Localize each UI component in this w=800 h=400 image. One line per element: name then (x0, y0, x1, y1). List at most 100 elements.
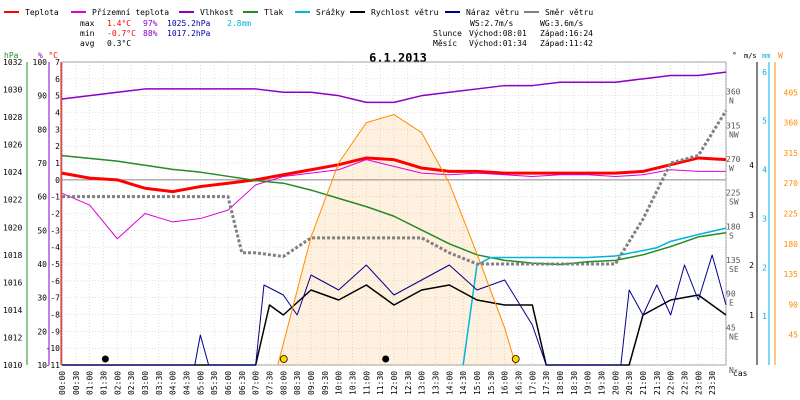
tick-label-hpa: 1024 (3, 168, 22, 177)
x-tick-label: 07:30 (266, 371, 275, 395)
tick-label-percent: 90 (37, 92, 47, 101)
x-axis-label: čas (733, 368, 748, 378)
x-tick-label: 04:00 (169, 371, 178, 395)
x-tick-label: 23:30 (708, 371, 717, 395)
tick-label-percent: 20 (37, 327, 47, 336)
tick-label-direction-compass: NW (729, 130, 739, 139)
axis-label-ms: m/s (744, 52, 757, 60)
tick-label-percent: 80 (37, 125, 47, 134)
stat-label: max (80, 19, 95, 28)
tick-label-direction-degree: 90 (726, 290, 736, 299)
series-line-solar-radiation (277, 114, 517, 366)
tick-label-direction-compass: SE (729, 265, 739, 274)
x-tick-label: 01:00 (86, 371, 95, 395)
x-axis: 00:00 00:30 01:00 01:30 02:00 02:30 03:00 03:30… (58, 368, 748, 395)
sun-marker-icon (511, 355, 520, 363)
stat-moon-label: Měsíc (433, 39, 457, 48)
x-tick-label: 15:00 (473, 371, 482, 395)
axis-label-mm: mm (762, 52, 770, 60)
tick-label-celsius: 7 (55, 58, 60, 67)
stat-sun-label: Slunce (433, 29, 462, 38)
x-tick-label: 00:00 (58, 371, 67, 395)
x-tick-label: 20:00 (611, 371, 620, 395)
tick-label-hpa: 1016 (3, 278, 22, 287)
plot-grid (61, 61, 727, 366)
stat-rain: 2.8mm (227, 19, 251, 28)
tick-label-percent: 10 (37, 361, 47, 370)
legend-label: Náraz větru (466, 8, 519, 17)
tick-label-direction-degree: 270 (726, 155, 741, 164)
x-tick-label: 13:00 (418, 371, 427, 395)
tick-label-hpa: 1030 (3, 86, 22, 95)
x-tick-label: 11:00 (362, 371, 371, 395)
legend-label: Tlak (264, 8, 283, 17)
moon-marker-icon (101, 355, 109, 363)
legend-label: Přízemní teplota (92, 8, 169, 17)
tick-label-direction-degree: 225 (726, 189, 741, 198)
x-tick-label: 12:00 (390, 371, 399, 395)
legend-label: Směr větru (545, 8, 593, 17)
tick-label-w: 225 (784, 210, 799, 219)
tick-label-direction-compass: W (729, 164, 734, 173)
tick-label-celsius: 6 (55, 75, 60, 84)
tick-label-celsius: 5 (55, 92, 60, 101)
tick-label-celsius: -9 (50, 327, 60, 336)
tick-label-celsius: -10 (46, 344, 61, 353)
x-tick-label: 08:30 (293, 371, 302, 395)
stat-temperature: -0.7°C (107, 29, 136, 38)
x-tick-label: 16:00 (501, 371, 510, 395)
x-tick-label: 22:00 (667, 371, 676, 395)
x-tick-label: 14:30 (459, 371, 468, 395)
x-tick-label: 05:00 (196, 371, 205, 395)
stat-moon-rise: Východ:01:34 (469, 39, 527, 48)
x-tick-label: 15:30 (487, 371, 496, 395)
x-tick-label: 21:30 (653, 371, 662, 395)
series-line-wind-direction (62, 109, 728, 266)
tick-label-celsius: -7 (50, 294, 60, 303)
tick-label-celsius: -2 (50, 210, 60, 219)
x-tick-label: 17:00 (528, 371, 537, 395)
axis-label-w: W (778, 51, 783, 60)
stat-label: avg (80, 39, 95, 48)
tick-label-celsius: -8 (50, 311, 60, 320)
x-tick-label: 18:30 (570, 371, 579, 395)
tick-label-mm: 2 (762, 263, 767, 272)
x-tick-label: 06:00 (224, 371, 233, 395)
x-tick-label: 11:30 (376, 371, 385, 395)
x-tick-label: 03:30 (155, 371, 164, 395)
stat-sun-rise: Východ:08:01 (469, 29, 527, 38)
tick-label-mm: 6 (762, 68, 767, 77)
tick-label-hpa: 1018 (3, 251, 22, 260)
tick-label-celsius: -6 (50, 277, 60, 286)
x-tick-label: 05:30 (210, 371, 219, 395)
legend-label: Vlhkost (200, 8, 234, 17)
tick-label-direction-degree: 360 (726, 88, 741, 97)
x-tick-label: 04:30 (183, 371, 192, 395)
plot-area (61, 71, 728, 366)
stat-ws: WS:2.7m/s (470, 19, 514, 28)
tick-label-celsius: -5 (50, 260, 60, 269)
tick-label-direction-compass: NE (729, 332, 739, 341)
x-tick-label: 09:30 (321, 371, 330, 395)
x-tick-label: 17:30 (542, 371, 551, 395)
stat-temperature: 1.4°C (107, 19, 131, 28)
tick-label-ms: 4 (749, 161, 754, 170)
stat-pressure: 1017.2hPa (167, 29, 211, 38)
tick-label-celsius: 3 (55, 125, 60, 134)
tick-label-percent: 40 (37, 260, 47, 269)
tick-label-percent: 100 (33, 58, 48, 67)
series-line-temperature (61, 156, 727, 194)
x-tick-label: 03:00 (141, 371, 150, 395)
series-line-ground-temperature (61, 159, 726, 240)
tick-label-w: 315 (784, 149, 799, 158)
tick-label-mm: 1 (762, 312, 767, 321)
x-tick-label: 22:30 (681, 371, 690, 395)
x-tick-label: 02:30 (127, 371, 136, 395)
x-tick-label: 18:00 (556, 371, 565, 395)
axis-label-celsius: °C (48, 51, 58, 60)
tick-label-direction-compass: SW (729, 198, 739, 207)
series-line-wind-gust (62, 254, 727, 366)
tick-label-w: 135 (784, 270, 799, 279)
tick-label-direction-compass: N (729, 366, 734, 375)
